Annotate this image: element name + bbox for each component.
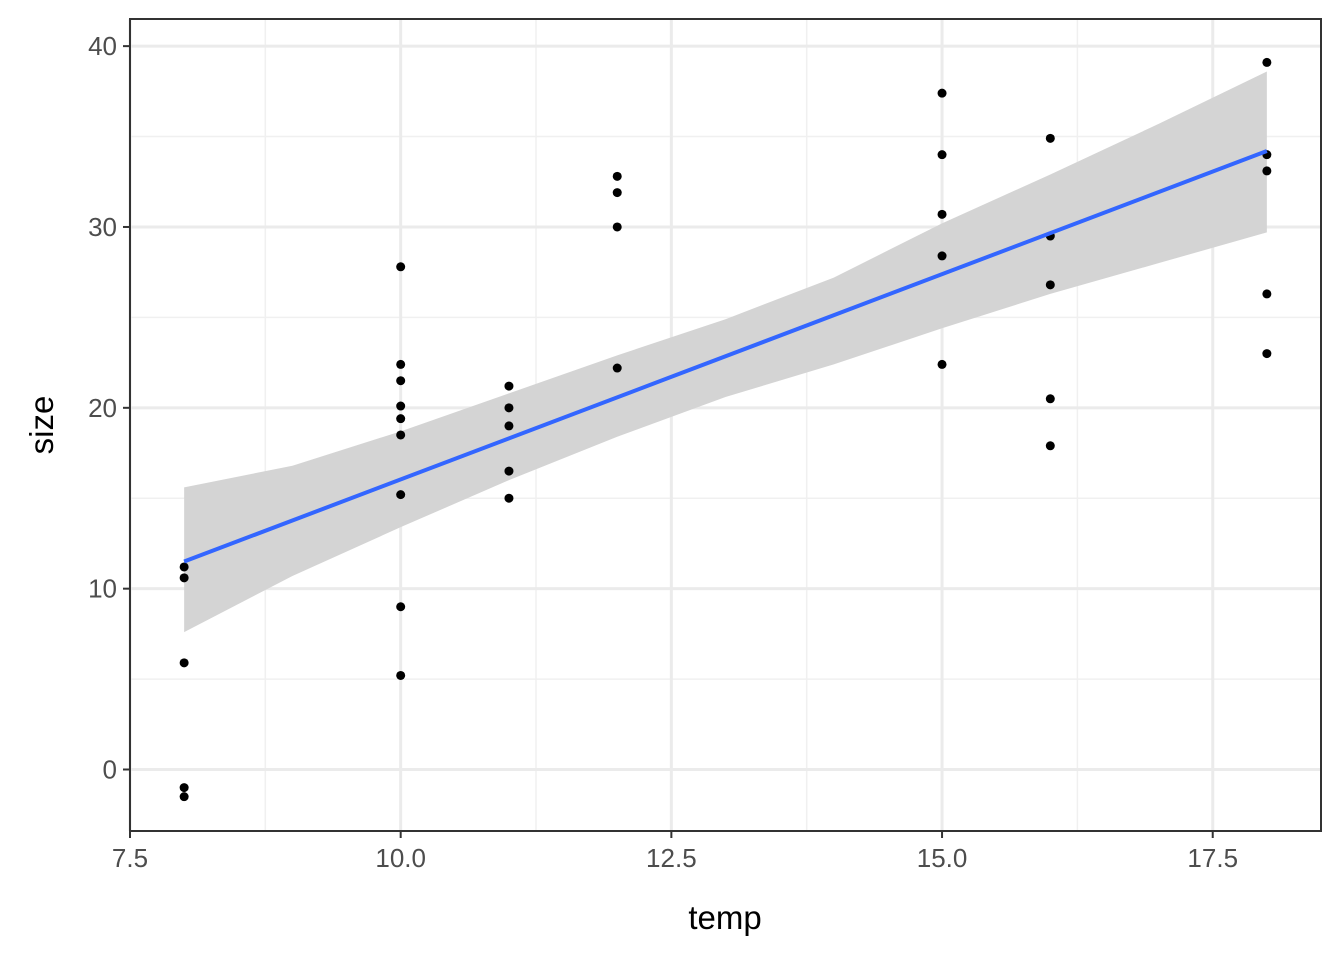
fit-line-layer [183,149,1268,564]
points-layer [179,57,1272,802]
y-tick-label: 20 [88,393,117,423]
data-point [396,414,406,424]
x-tick-label: 7.5 [112,843,148,873]
x-axis: 7.5 10.0 12.5 15.0 17.5 [112,831,1238,873]
data-point [612,171,622,181]
data-point [1045,280,1055,290]
data-point [504,421,514,431]
data-point [396,376,406,386]
data-point [937,209,947,219]
data-point [396,401,406,411]
data-point [1045,441,1055,451]
data-point [1045,394,1055,404]
data-point [612,222,622,232]
data-point [1262,166,1272,176]
data-point [1262,57,1272,67]
y-axis-title: size [23,396,60,455]
data-point [1262,349,1272,359]
x-tick-label: 12.5 [646,843,697,873]
data-point [937,88,947,98]
data-point [396,262,406,272]
x-tick-label: 17.5 [1187,843,1238,873]
y-tick-label: 30 [88,212,117,242]
data-point [504,381,514,391]
plot-panel-border [129,18,1322,832]
data-point [396,490,406,500]
data-point [179,573,189,583]
data-point [179,792,189,802]
data-point [937,359,947,369]
data-point [396,670,406,680]
data-point [504,466,514,476]
data-point [1045,133,1055,143]
data-point [1262,289,1272,299]
data-point [396,602,406,612]
data-point [179,562,189,572]
data-point [179,658,189,668]
data-point [937,251,947,261]
data-point [612,363,622,373]
y-tick-label: 0 [103,755,117,785]
confidence-band [184,71,1267,633]
y-tick-label: 10 [88,574,117,604]
data-point [937,150,947,160]
data-point [396,359,406,369]
x-tick-label: 10.0 [375,843,426,873]
regression-line [183,149,1268,564]
x-tick-label: 15.0 [917,843,968,873]
x-axis-title: temp [688,899,761,936]
y-axis: 0 10 20 30 40 [88,31,130,785]
data-point [179,783,189,793]
y-tick-label: 40 [88,31,117,61]
confidence-band-layer [184,71,1267,633]
data-point [504,493,514,503]
data-point [612,188,622,198]
data-point [396,430,406,440]
data-point [504,403,514,413]
